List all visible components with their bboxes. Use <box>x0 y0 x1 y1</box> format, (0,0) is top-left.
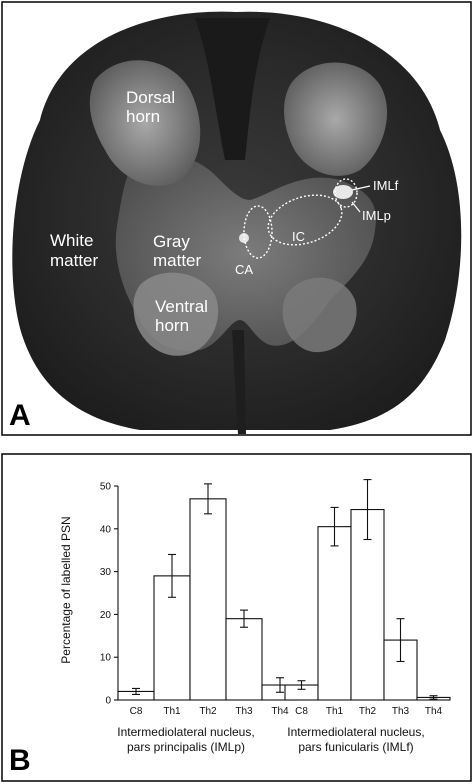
label-ventral: Ventral <box>155 297 208 316</box>
y-tick-label-0: 0 <box>105 696 111 707</box>
ic-outline <box>267 194 343 246</box>
ca-outline <box>243 205 273 259</box>
caption-left-2: pars principalis (IMLp) <box>127 740 245 754</box>
label-imlf: IMLf <box>373 178 399 193</box>
category-label-left-c8: C8 <box>130 706 143 717</box>
dorsal-horn-left <box>89 60 201 186</box>
dorsal-horn-right <box>284 62 388 176</box>
y-tick-label-2: 20 <box>100 610 112 621</box>
panel-b: B Percentage of labelled PSN 0 10 20 30 40 50… <box>1 453 472 782</box>
y-tick-label-4: 40 <box>100 524 112 535</box>
category-label-left-th2: Th2 <box>199 706 217 717</box>
spinal-cord-micrograph <box>3 3 470 434</box>
category-label-left-th4: Th4 <box>271 706 289 717</box>
label-white: White <box>50 231 93 250</box>
panel-b-letter: B <box>9 744 31 777</box>
label-ic: IC <box>292 229 305 244</box>
label-dorsal: Dorsal <box>126 88 175 107</box>
category-label-right-th4: Th4 <box>425 706 443 717</box>
ventral-horn-right <box>282 277 357 353</box>
label-dorsal-horn: horn <box>126 107 160 126</box>
label-ca: CA <box>235 262 253 277</box>
category-label-right-th3: Th3 <box>392 706 410 717</box>
ventral-horn-left <box>133 272 219 356</box>
label-ventral-horn: horn <box>155 316 189 335</box>
panel-a-letter: A <box>9 399 31 432</box>
bar-right-th2 <box>350 508 385 701</box>
category-label-left-th1: Th1 <box>163 706 181 717</box>
bar-left-th2 <box>189 498 227 701</box>
chart-right: C8 Th1 Th2 Th3 Th4 <box>284 479 451 717</box>
label-gray: Gray <box>153 232 190 251</box>
iml-bright-spot <box>333 185 353 199</box>
category-label-right-th2: Th2 <box>359 706 377 717</box>
y-tick-label-3: 30 <box>100 567 112 578</box>
label-white-matter: matter <box>50 251 99 270</box>
imlp-pointer <box>351 201 361 213</box>
imlf-pointer <box>351 185 371 191</box>
bar-left-th3 <box>225 618 263 701</box>
y-tick-label-1: 10 <box>100 653 112 664</box>
panel-a: Dorsal horn White matter Gray matter Ven… <box>1 1 472 436</box>
category-label-right-th1: Th1 <box>326 706 344 717</box>
bar-right-th1 <box>317 526 352 701</box>
y-tick-label-5: 50 <box>100 482 112 493</box>
y-axis-label: Percentage of labelled PSN <box>59 516 73 663</box>
iml-outline <box>334 178 358 208</box>
caption-right-1: Intermediolateral nucleus, <box>287 725 424 739</box>
caption-left-1: Intermediolateral nucleus, <box>117 725 254 739</box>
ventral-fissure <box>232 330 246 434</box>
category-label-right-c8: C8 <box>295 706 308 717</box>
category-label-left-th3: Th3 <box>235 706 253 717</box>
panel-a-border <box>1 1 472 436</box>
label-imlp: IMLp <box>362 208 391 223</box>
chart-left: 0 10 20 30 40 50 C8 Th1 Th2 Th3 Th4 <box>100 482 299 717</box>
label-gray-matter: matter <box>153 251 202 270</box>
caption-right-2: pars funicularis (IMLf) <box>298 740 413 754</box>
dorsal-fissure <box>195 18 270 160</box>
panel-b-border <box>1 453 472 782</box>
